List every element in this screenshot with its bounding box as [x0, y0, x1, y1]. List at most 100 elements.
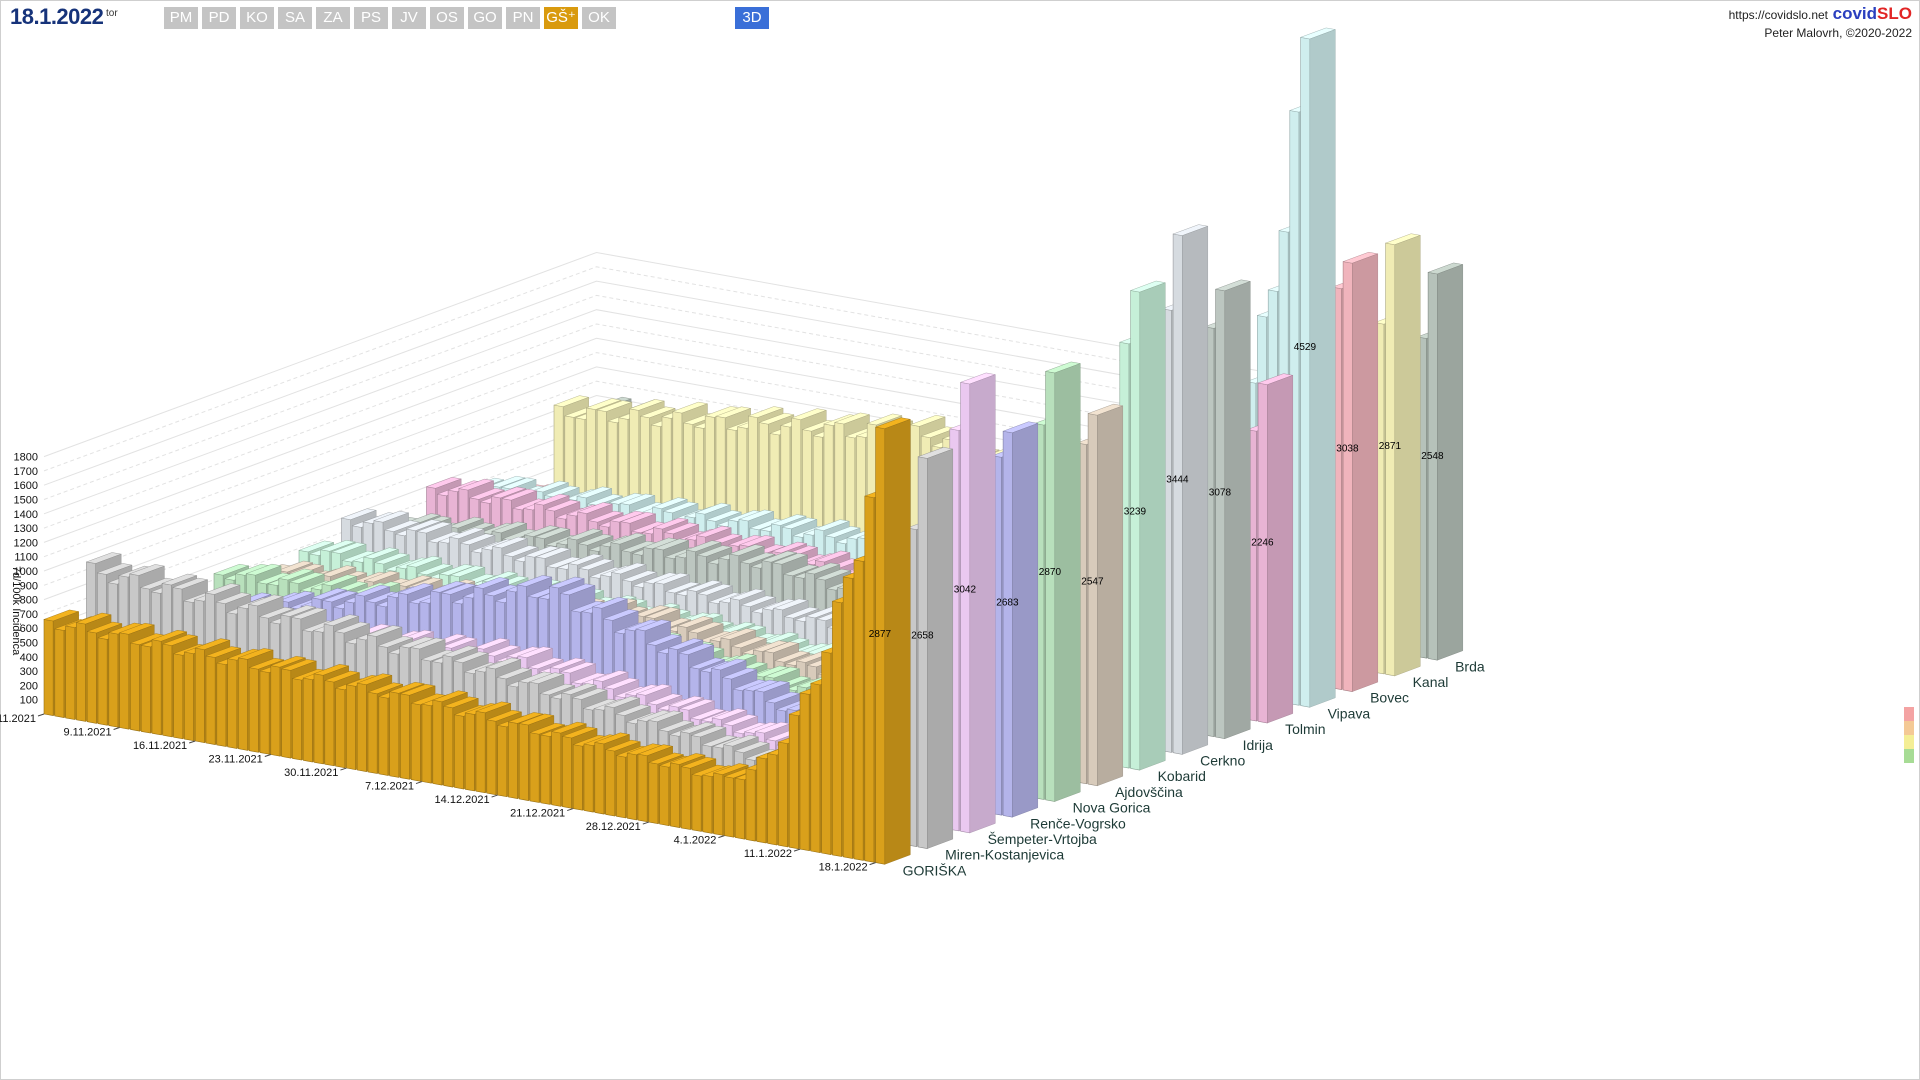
bar-0-62	[713, 772, 724, 836]
region-tab-5[interactable]: PS	[354, 7, 388, 29]
value-label-12: 2871	[1379, 441, 1402, 452]
x-tick-label-10: 11.1.2022	[744, 848, 792, 860]
bar-0-0	[43, 619, 54, 716]
x-tick-6	[491, 794, 498, 798]
region-tab-7[interactable]: OS	[430, 7, 464, 29]
y-tick-label-300: 300	[20, 666, 38, 678]
y-tick-label-400: 400	[20, 652, 38, 664]
region-tab-1[interactable]: PD	[202, 7, 236, 29]
bar-side-7-77	[1182, 225, 1209, 755]
bar-0-5	[97, 637, 108, 726]
view-3d-button[interactable]: 3D	[735, 7, 769, 29]
bar-0-43	[508, 721, 518, 799]
bar-0-23	[292, 678, 302, 761]
bar-0-51	[594, 741, 605, 815]
value-label-10: 4529	[1294, 342, 1317, 353]
legend-swatch-0	[1904, 707, 1914, 721]
region-tab-11[interactable]: OK	[582, 7, 616, 29]
y-tick-label-1400: 1400	[14, 509, 38, 521]
region-tab-6[interactable]: JV	[392, 7, 426, 29]
value-label-2: 3042	[954, 585, 977, 596]
site-url-link[interactable]: https://covidslo.net	[1728, 8, 1828, 22]
y-tick-label-100: 100	[20, 695, 38, 707]
bar-0-45	[529, 732, 540, 803]
bar-side-1-77	[927, 448, 953, 849]
bar-0-46	[540, 734, 551, 805]
bar-0-61	[702, 774, 713, 834]
weekday-label: tor	[106, 8, 118, 19]
bar-0-56	[648, 762, 659, 825]
bar-0-27	[335, 687, 346, 769]
y-tick-label-1600: 1600	[14, 480, 38, 492]
bar-side-12-77	[1394, 235, 1421, 677]
y-tick-label-800: 800	[20, 595, 38, 607]
value-label-8: 3078	[1209, 488, 1232, 499]
region-tab-4[interactable]: ZA	[316, 7, 350, 29]
bar-0-66	[756, 756, 767, 844]
bar-0-69	[788, 713, 799, 850]
bar-0-17	[227, 658, 238, 749]
region-tabs: PM PD KO SA ZA PS JV OS GO PN GŠ⁺ OK	[164, 7, 616, 29]
y-tick-label-1200: 1200	[14, 537, 38, 549]
x-tick-7	[567, 808, 574, 812]
region-tab-2[interactable]: KO	[240, 7, 274, 29]
bar-0-64	[734, 777, 745, 840]
bar-side-9-77	[1267, 375, 1294, 724]
bar-0-49	[572, 744, 583, 811]
brand-logo[interactable]: covidSLO	[1833, 4, 1912, 24]
y-tick-label-900: 900	[20, 580, 38, 592]
bar-13-77	[1427, 271, 1438, 661]
region-tab-9[interactable]: PN	[506, 7, 540, 29]
region-tab-0[interactable]: PM	[164, 7, 198, 29]
x-tick-3	[264, 754, 271, 758]
bar-0-58	[670, 762, 680, 828]
series-label-4: Nova Gorica	[1073, 800, 1151, 816]
value-label-9: 2246	[1251, 537, 1274, 548]
gridline-1100	[43, 352, 1429, 558]
series-label-9: Tolmin	[1285, 721, 1325, 737]
y-tick-label-200: 200	[20, 680, 38, 692]
x-tick-label-4: 30.11.2021	[284, 767, 338, 779]
series-label-2: Šempeter-Vrtojba	[988, 831, 1097, 847]
legend-swatch-1	[1904, 721, 1914, 735]
region-tab-8[interactable]: GO	[468, 7, 502, 29]
bar-0-44	[518, 723, 529, 801]
x-tick-label-5: 7.12.2021	[365, 781, 414, 793]
bar-10-77	[1300, 36, 1311, 708]
gridline-1300	[43, 323, 1429, 529]
bar-0-68	[778, 741, 788, 848]
bar-0-38	[454, 714, 464, 790]
bar-side-10-77	[1309, 29, 1336, 708]
x-tick-11	[869, 862, 876, 866]
x-tick-label-9: 4.1.2022	[674, 835, 717, 847]
page-title-date: 18.1.2022	[10, 4, 104, 29]
bar-0-31	[378, 696, 389, 776]
bar-0-33	[400, 693, 410, 780]
bar-0-18	[238, 657, 248, 751]
x-tick-label-1: 9.11.2021	[63, 727, 111, 739]
region-tab-10[interactable]: GŠ⁺	[544, 7, 578, 29]
bar-0-35	[421, 703, 432, 784]
bar-5-77	[1087, 413, 1098, 787]
x-tick-label-0: 2.11.2021	[0, 713, 36, 725]
bar-0-25	[313, 673, 324, 765]
y-tick-label-500: 500	[20, 638, 38, 650]
bar-0-1	[54, 628, 65, 718]
x-tick-4	[340, 767, 347, 771]
bar-0-63	[724, 776, 734, 838]
bar-0-14	[194, 647, 205, 744]
bar-0-30	[367, 691, 378, 774]
labels-group: 100 200 300 400 500 600 700 800 900 1000 1100 1200 1…	[0, 342, 1485, 878]
region-tab-3[interactable]: SA	[278, 7, 312, 29]
bar-0-8	[130, 642, 140, 732]
bar-0-71	[810, 682, 821, 854]
bar-side-2-77	[969, 374, 996, 834]
bar-9-77	[1257, 382, 1268, 724]
series-label-0: GORIŠKA	[903, 862, 967, 878]
series-label-3: Renče-Vogrsko	[1030, 815, 1126, 831]
bar-0-22	[281, 668, 292, 759]
bar-0-34	[410, 702, 421, 782]
bar-0-70	[799, 692, 810, 852]
bar-0-9	[140, 644, 151, 734]
bar-0-75	[853, 559, 864, 861]
